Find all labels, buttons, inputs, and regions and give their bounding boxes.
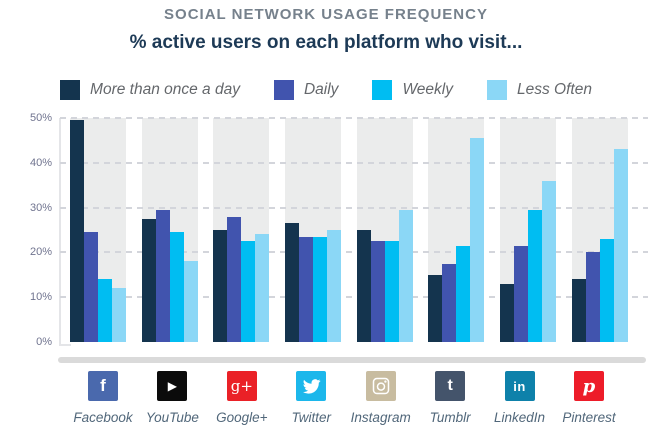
- bar: [298, 236, 313, 342]
- platform-column: p Pinterest: [558, 371, 620, 425]
- legend-item: Daily: [273, 80, 339, 100]
- platform-label: Twitter: [291, 410, 332, 425]
- bar: [326, 230, 341, 342]
- bar: [428, 274, 443, 342]
- bar: [70, 120, 84, 342]
- platform-column: Twitter: [280, 371, 342, 425]
- bar: [513, 245, 528, 342]
- bar: [284, 223, 299, 342]
- gridline: [60, 251, 648, 254]
- bar: [599, 238, 614, 342]
- legend-label: Weekly: [402, 81, 453, 98]
- bar: [470, 138, 485, 342]
- chart-title: SOCIAL NETWORK USAGE FREQUENCY: [164, 6, 488, 23]
- y-tick-label: 20%: [29, 246, 52, 259]
- icon-glyph: f: [100, 376, 106, 395]
- platform-label: Google+: [216, 410, 268, 425]
- footer-divider: [58, 357, 646, 363]
- instagram-icon: [365, 371, 396, 401]
- y-tick-label: 0%: [36, 336, 52, 348]
- y-tick-label: 40%: [29, 156, 52, 169]
- icon-glyph: ▶: [167, 379, 178, 393]
- bar: [384, 241, 399, 342]
- bar: [112, 288, 126, 342]
- platform-label: YouTube: [145, 410, 199, 425]
- y-tick-label: 50%: [29, 112, 52, 124]
- platform-column: g+ Google+: [211, 371, 273, 425]
- linkedin-icon: in: [504, 371, 535, 401]
- bar: [312, 236, 327, 342]
- youtube-icon: ▶: [157, 371, 188, 401]
- platform-label: LinkedIn: [494, 410, 546, 425]
- gridline: [60, 206, 648, 209]
- legend: More than once a day Daily Weekly Less O…: [0, 80, 652, 100]
- bar: [527, 209, 542, 342]
- plot-area: [60, 117, 648, 342]
- bar: [213, 230, 228, 342]
- legend-label: Less Often: [516, 81, 592, 98]
- gridline: [60, 296, 648, 299]
- google-plus-icon: g+: [226, 371, 257, 401]
- legend-item: Weekly: [372, 80, 453, 100]
- platform-column: Instagram: [350, 371, 412, 425]
- legend-item: Less Often: [486, 80, 592, 100]
- bar: [442, 263, 457, 342]
- chart-subtitle: % active users on each platform who visi…: [129, 32, 523, 53]
- gridline: [60, 117, 648, 119]
- y-axis-line: [59, 118, 71, 346]
- platform-label: Facebook: [73, 410, 133, 425]
- icon-glyph: g+: [230, 377, 253, 395]
- bar: [98, 279, 112, 342]
- y-tick-label: 30%: [29, 201, 52, 214]
- platform-column: f Facebook: [72, 371, 134, 425]
- icon-glyph: p: [582, 375, 596, 397]
- y-tick-label: 10%: [29, 291, 52, 304]
- gridline: [60, 161, 648, 164]
- bar: [183, 261, 198, 342]
- legend-label: Daily: [303, 81, 339, 98]
- legend-item: More than once a day: [60, 80, 240, 100]
- twitter-icon: [296, 371, 327, 401]
- bar: [356, 230, 371, 342]
- platform-column: in LinkedIn: [489, 371, 551, 425]
- bar: [585, 252, 600, 342]
- bar: [541, 180, 556, 342]
- bar: [141, 218, 156, 342]
- bar: [227, 216, 242, 342]
- icon-glyph: in: [513, 378, 526, 394]
- bar: [456, 245, 471, 342]
- platform-label: Tumblr: [429, 410, 471, 425]
- bar: [155, 209, 170, 342]
- legend-swatch-weekly: [372, 80, 393, 100]
- bar: [255, 234, 270, 342]
- legend-swatch-more-than-once-a-day: [60, 80, 81, 100]
- bar: [370, 241, 385, 342]
- legend-swatch-daily: [273, 80, 294, 100]
- icon-glyph: t: [447, 377, 453, 394]
- bar: [169, 232, 184, 342]
- bar: [84, 232, 98, 342]
- bar: [613, 149, 628, 342]
- bar: [499, 283, 514, 342]
- tumblr-icon: t: [435, 371, 466, 401]
- bar: [398, 209, 413, 342]
- bar: [571, 279, 586, 342]
- facebook-icon: f: [88, 371, 118, 401]
- y-axis-labels: 50% 40% 30% 20% 10% 0%: [0, 112, 52, 348]
- platform-label: Pinterest: [562, 410, 616, 425]
- platform-column: t Tumblr: [419, 371, 481, 425]
- legend-label: More than once a day: [90, 81, 240, 98]
- platform-column: ▶ YouTube: [141, 371, 203, 425]
- pinterest-icon: p: [573, 371, 604, 401]
- legend-swatch-less-often: [486, 80, 507, 100]
- platforms-row: f Facebook ▶ YouTube g+ Google+ Twitter Instagr…: [72, 371, 620, 425]
- platform-label: Instagram: [350, 410, 411, 425]
- bar: [241, 241, 256, 342]
